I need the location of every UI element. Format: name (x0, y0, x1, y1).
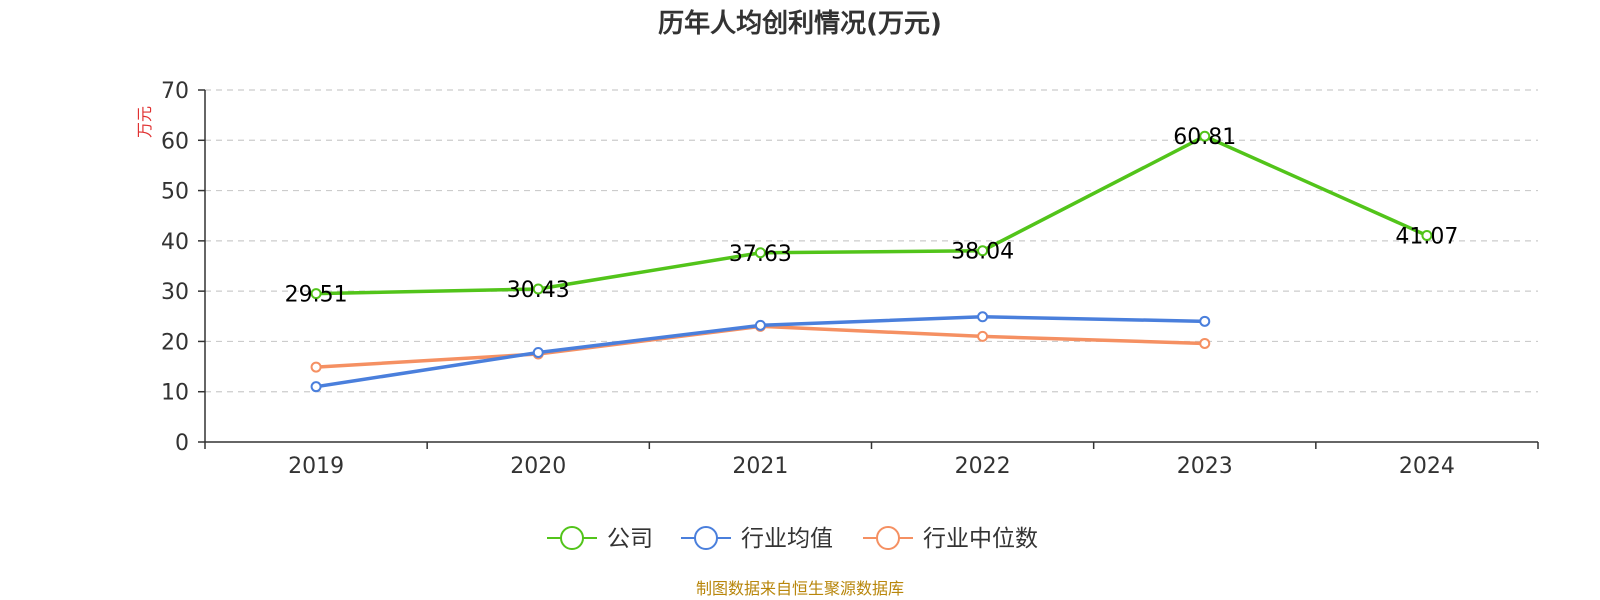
data-point[interactable] (977, 311, 989, 323)
legend[interactable]: 公司 行业均值 行业中位数 (547, 526, 1038, 552)
data-point[interactable] (532, 346, 544, 358)
y-tick-label: 70 (161, 79, 189, 104)
source-note: 制图数据来自恒生聚源数据库 (696, 579, 904, 598)
axes: 0 10 20 30 40 50 60 70 2019 2020 2021 2022 2023 2024 (161, 79, 1539, 479)
legend-label: 行业均值 (741, 526, 833, 552)
legend-label: 公司 (607, 526, 653, 552)
x-tick-label: 2023 (1177, 454, 1233, 479)
series-line-0 (316, 134, 1428, 296)
chart-title: 历年人均创利情况(万元) (658, 8, 942, 39)
legend-marker (694, 526, 718, 550)
data-point[interactable] (1421, 229, 1433, 241)
data-point[interactable] (977, 245, 989, 257)
data-point[interactable] (1199, 337, 1211, 349)
y-tick-label: 50 (161, 180, 189, 205)
x-tick-label: 2020 (510, 454, 566, 479)
legend-marker (876, 526, 900, 550)
data-label: 60.81 (1173, 125, 1236, 150)
x-tick-label: 2022 (955, 454, 1011, 479)
data-point[interactable] (1199, 130, 1211, 142)
legend-item-1[interactable]: 行业均值 (681, 526, 833, 552)
x-tick-label: 2019 (288, 454, 344, 479)
data-point[interactable] (310, 381, 322, 393)
y-axis-label: 万元 (135, 106, 154, 138)
legend-label: 行业中位数 (923, 526, 1038, 552)
legend-item-2[interactable]: 行业中位数 (863, 526, 1038, 552)
data-point[interactable] (977, 330, 989, 342)
legend-item-0[interactable]: 公司 (547, 526, 653, 552)
data-label: 30.43 (507, 278, 570, 303)
y-tick-label: 30 (161, 280, 189, 305)
y-tick-label: 40 (161, 230, 189, 255)
data-labels: 29.51 30.43 37.63 38.04 60.81 41.07 (285, 125, 1459, 307)
grid-lines (205, 89, 1538, 393)
series-line-2 (315, 324, 1205, 369)
data-point[interactable] (754, 319, 766, 331)
data-point[interactable] (754, 247, 766, 259)
data-point[interactable] (310, 288, 322, 300)
series-layer (310, 130, 1433, 393)
y-tick-label: 20 (161, 330, 189, 355)
data-label: 38.04 (951, 240, 1014, 265)
x-tick-label: 2021 (732, 454, 788, 479)
data-label: 41.07 (1395, 224, 1458, 249)
y-tick-label: 0 (175, 431, 189, 456)
y-tick-label: 60 (161, 129, 189, 154)
data-point[interactable] (1199, 315, 1211, 327)
legend-marker (560, 526, 584, 550)
data-label: 29.51 (285, 283, 348, 308)
y-tick-label: 10 (161, 381, 189, 406)
x-tick-label: 2024 (1399, 454, 1455, 479)
data-point[interactable] (310, 361, 322, 373)
data-label: 37.63 (729, 242, 792, 267)
data-point[interactable] (532, 283, 544, 295)
